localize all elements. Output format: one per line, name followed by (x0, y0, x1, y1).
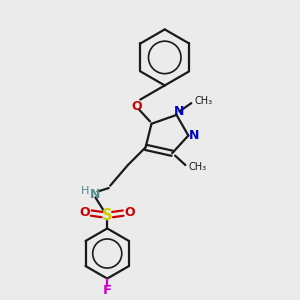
Text: O: O (79, 206, 90, 219)
Text: CH₃: CH₃ (188, 162, 206, 172)
Text: N: N (89, 188, 100, 201)
Text: H: H (81, 186, 89, 196)
Text: N: N (174, 106, 184, 118)
Text: S: S (102, 208, 112, 223)
Text: CH₃: CH₃ (194, 96, 212, 106)
Text: F: F (103, 284, 112, 298)
Text: O: O (124, 206, 135, 219)
Text: O: O (131, 100, 142, 112)
Text: N: N (188, 129, 199, 142)
